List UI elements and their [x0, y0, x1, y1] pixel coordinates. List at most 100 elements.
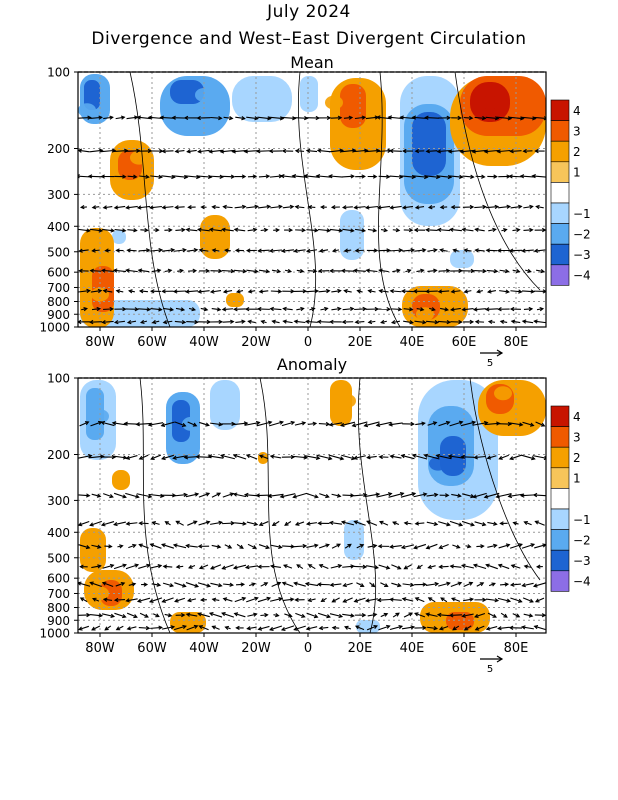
vector-arrow — [461, 563, 474, 569]
vector-arrow — [476, 544, 485, 549]
vector-arrow — [224, 248, 231, 253]
vector-arrow — [366, 248, 379, 253]
vector-arrow — [512, 268, 521, 274]
vector-arrow — [392, 227, 401, 233]
vector-arrow — [437, 289, 450, 294]
vector-arrow — [245, 248, 257, 253]
vector-arrow — [150, 174, 163, 180]
vector-arrow — [307, 597, 316, 603]
vector-arrow — [117, 544, 124, 549]
vector-arrow — [496, 421, 513, 427]
vector-arrow — [363, 421, 380, 428]
shaded-region — [440, 436, 466, 476]
vector-arrow — [317, 612, 331, 619]
shaded-region — [210, 380, 240, 430]
vector-arrow — [164, 268, 173, 273]
vector-arrow — [476, 582, 485, 587]
vector-arrow — [221, 227, 234, 232]
vector-arrow — [281, 420, 296, 427]
x-tick-label: 60W — [137, 641, 167, 656]
vector-arrow — [425, 149, 438, 154]
vector-arrow — [533, 625, 546, 631]
vector-arrow — [197, 544, 210, 549]
vector-arrow — [126, 319, 137, 325]
vector-arrow — [161, 454, 175, 461]
colorbar-label: −4 — [573, 575, 591, 589]
vector-arrow — [126, 248, 137, 253]
vector-arrow — [330, 205, 340, 210]
vector-arrow — [91, 205, 100, 210]
vector-arrow — [161, 149, 174, 154]
vector-arrow — [448, 227, 462, 232]
y-tick-label: 300 — [47, 188, 70, 202]
vector-arrow — [328, 422, 343, 427]
vector-arrow — [296, 564, 304, 570]
vector-arrow — [499, 582, 510, 587]
vector-arrow — [403, 564, 412, 570]
vector-arrow — [365, 268, 378, 273]
vector-arrow — [284, 521, 292, 526]
vector-arrow — [498, 204, 512, 209]
vector-arrow — [221, 174, 236, 179]
vector-arrow — [210, 319, 224, 325]
vector-arrow — [148, 597, 163, 603]
x-tick-label: 80E — [504, 335, 529, 350]
vector-arrow — [114, 306, 127, 312]
vector-arrow — [474, 227, 485, 232]
vector-arrow — [175, 520, 184, 526]
vector-arrow — [292, 492, 307, 499]
vector-arrow — [126, 307, 140, 312]
vector-arrow — [258, 289, 269, 294]
contour-line — [454, 72, 541, 291]
colorbar-label: −3 — [573, 248, 591, 262]
shaded-region — [340, 210, 364, 260]
vector-arrow — [534, 597, 545, 603]
vector-arrow — [258, 454, 269, 460]
vector-arrow — [369, 582, 376, 588]
vector-arrow — [487, 319, 496, 325]
vector-arrow — [508, 174, 523, 179]
vector-arrow — [246, 116, 259, 121]
vector-arrow — [438, 115, 452, 120]
vector-arrow — [498, 454, 509, 460]
vector-arrow — [425, 543, 438, 550]
shaded-region — [412, 112, 446, 176]
shaded-region — [112, 470, 130, 490]
vector-arrow — [487, 543, 498, 548]
vector-arrow — [392, 268, 401, 273]
vector-arrow — [380, 319, 387, 325]
vector-arrow — [522, 421, 535, 427]
vector-arrow — [273, 227, 280, 233]
vector-arrow — [255, 493, 272, 498]
vector-arrow — [497, 307, 510, 312]
shaded-region — [340, 84, 366, 128]
vector-arrow — [331, 306, 342, 312]
vector-arrow — [426, 521, 439, 527]
vector-arrow — [318, 543, 330, 549]
vector-arrow — [282, 289, 295, 294]
vector-arrow — [533, 319, 546, 324]
vector-arrow — [113, 492, 127, 499]
vector-arrow — [316, 582, 330, 587]
colorbar-label: 1 — [573, 166, 581, 180]
vector-arrow — [403, 612, 414, 618]
vector-arrow — [354, 612, 367, 618]
vector-arrow — [246, 269, 259, 274]
vector-arrow — [139, 612, 149, 618]
vector-arrow — [507, 493, 524, 499]
vector-arrow — [197, 612, 210, 618]
vector-arrow — [91, 625, 101, 631]
colorbar-swatch — [550, 405, 570, 427]
vector-arrow — [284, 268, 293, 274]
vector-arrow — [90, 115, 103, 120]
vector-arrow — [100, 174, 115, 179]
vector-arrow — [522, 148, 533, 154]
vector-arrow — [269, 306, 282, 312]
colorbar-label: −2 — [573, 533, 591, 547]
feature-cell — [78, 103, 96, 118]
colorbar-swatch — [550, 446, 570, 469]
vector-arrow — [329, 268, 342, 274]
vector-arrow — [210, 268, 223, 274]
vector-arrow — [188, 268, 198, 273]
vector-arrow — [160, 421, 175, 427]
